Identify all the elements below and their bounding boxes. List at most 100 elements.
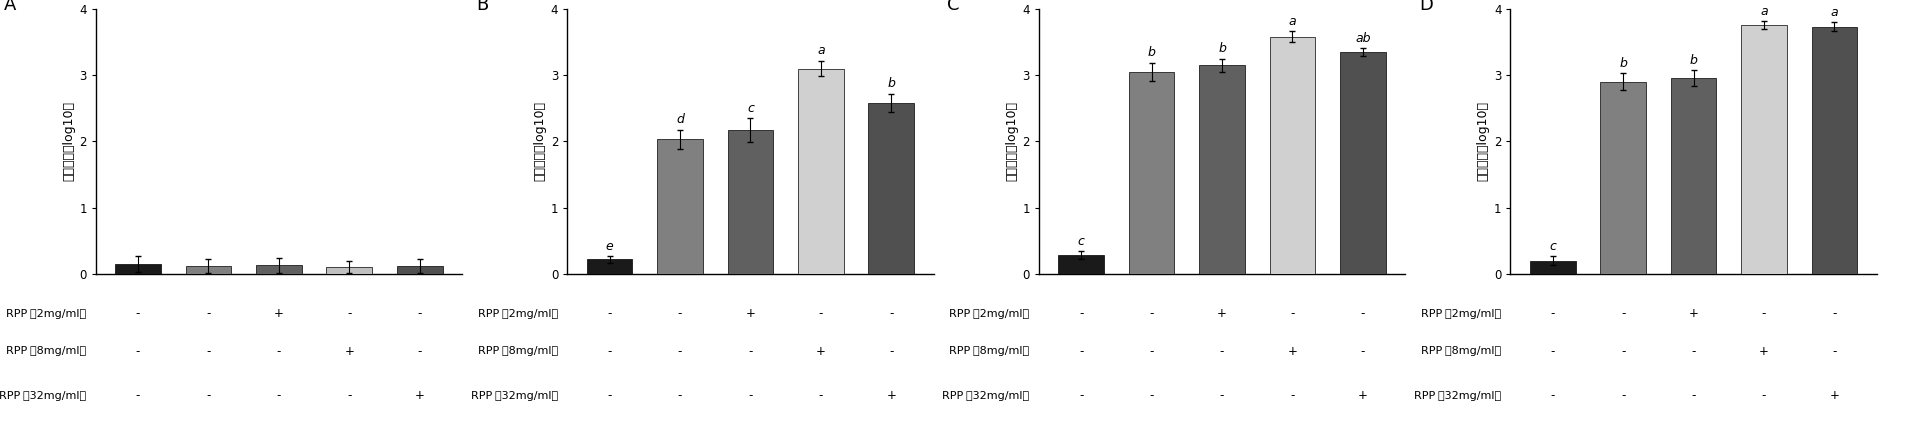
Text: -: -: [207, 307, 211, 320]
Bar: [1127, 72, 1173, 274]
Text: -: -: [1550, 307, 1554, 320]
Text: +: +: [345, 345, 354, 358]
Y-axis label: 抗体滴度（log10）: 抗体滴度（log10）: [61, 102, 75, 181]
Text: -: -: [1619, 389, 1625, 402]
Bar: [1811, 27, 1857, 274]
Text: -: -: [607, 345, 611, 358]
Text: RPP （8mg/ml）: RPP （8mg/ml）: [6, 347, 86, 356]
Text: -: -: [748, 345, 752, 358]
Text: -: -: [1148, 307, 1152, 320]
Text: d: d: [676, 113, 683, 126]
Bar: [1269, 37, 1315, 274]
Bar: [867, 103, 913, 274]
Bar: [1740, 26, 1786, 274]
Text: RPP （2mg/ml）: RPP （2mg/ml）: [6, 309, 86, 319]
Text: B: B: [475, 0, 488, 14]
Y-axis label: 抗体滴度（log10）: 抗体滴度（log10）: [534, 102, 545, 181]
Text: -: -: [136, 345, 140, 358]
Text: -: -: [1148, 389, 1152, 402]
Text: -: -: [207, 389, 211, 402]
Text: -: -: [1832, 307, 1836, 320]
Text: +: +: [886, 389, 896, 402]
Bar: [115, 264, 161, 274]
Text: -: -: [607, 389, 611, 402]
Text: +: +: [1759, 345, 1769, 358]
Text: RPP （32mg/ml）: RPP （32mg/ml）: [1413, 391, 1501, 400]
Bar: [1058, 255, 1104, 274]
Text: +: +: [1286, 345, 1296, 358]
Text: +: +: [1828, 389, 1839, 402]
Bar: [727, 130, 773, 274]
Text: -: -: [1361, 345, 1365, 358]
Text: +: +: [1217, 307, 1227, 320]
Text: RPP （32mg/ml）: RPP （32mg/ml）: [942, 391, 1030, 400]
Text: c: c: [1078, 235, 1083, 248]
Text: -: -: [1550, 345, 1554, 358]
Text: -: -: [346, 389, 352, 402]
Text: -: -: [1361, 307, 1365, 320]
Text: a: a: [817, 44, 825, 57]
Text: RPP （2mg/ml）: RPP （2mg/ml）: [477, 309, 557, 319]
Text: c: c: [1548, 240, 1556, 253]
Bar: [186, 266, 232, 274]
Text: +: +: [815, 345, 825, 358]
Text: +: +: [745, 307, 754, 320]
Text: -: -: [1690, 389, 1696, 402]
Bar: [1529, 261, 1575, 274]
Text: RPP （8mg/ml）: RPP （8mg/ml）: [477, 347, 557, 356]
Text: RPP （8mg/ml）: RPP （8mg/ml）: [1420, 347, 1501, 356]
Y-axis label: 抗体滴度（log10）: 抗体滴度（log10）: [1005, 102, 1018, 181]
Text: b: b: [1146, 46, 1154, 59]
Text: +: +: [274, 307, 283, 320]
Text: -: -: [819, 307, 823, 320]
Text: -: -: [1148, 345, 1152, 358]
Text: b: b: [1688, 54, 1696, 67]
Text: -: -: [678, 389, 681, 402]
Text: -: -: [1290, 389, 1294, 402]
Bar: [1340, 52, 1386, 274]
Bar: [1198, 65, 1244, 274]
Text: -: -: [346, 307, 352, 320]
Text: -: -: [888, 307, 894, 320]
Bar: [798, 69, 844, 274]
Bar: [1600, 82, 1646, 274]
Text: -: -: [1550, 389, 1554, 402]
Text: RPP （8mg/ml）: RPP （8mg/ml）: [949, 347, 1030, 356]
Text: c: c: [746, 102, 754, 115]
Text: -: -: [819, 389, 823, 402]
Text: RPP （2mg/ml）: RPP （2mg/ml）: [949, 309, 1030, 319]
Text: -: -: [1219, 345, 1223, 358]
Text: -: -: [607, 307, 611, 320]
Text: RPP （32mg/ml）: RPP （32mg/ml）: [0, 391, 86, 400]
Bar: [1669, 79, 1715, 274]
Text: A: A: [4, 0, 17, 14]
Text: -: -: [136, 307, 140, 320]
Text: +: +: [415, 389, 425, 402]
Text: -: -: [1690, 345, 1696, 358]
Text: -: -: [1078, 345, 1083, 358]
Text: e: e: [605, 240, 612, 253]
Text: -: -: [1619, 307, 1625, 320]
Text: a: a: [1759, 5, 1767, 18]
Y-axis label: 抗体滴度（log10）: 抗体滴度（log10）: [1476, 102, 1489, 181]
Text: a: a: [1288, 15, 1296, 28]
Text: ab: ab: [1355, 32, 1370, 45]
Text: -: -: [1619, 345, 1625, 358]
Text: -: -: [748, 389, 752, 402]
Text: -: -: [1219, 389, 1223, 402]
Text: -: -: [1290, 307, 1294, 320]
Text: -: -: [207, 345, 211, 358]
Bar: [586, 259, 632, 274]
Text: -: -: [1761, 389, 1765, 402]
Text: -: -: [276, 389, 281, 402]
Text: +: +: [1688, 307, 1698, 320]
Text: a: a: [1830, 6, 1837, 19]
Text: D: D: [1418, 0, 1432, 14]
Text: -: -: [678, 345, 681, 358]
Text: -: -: [136, 389, 140, 402]
Text: -: -: [1078, 389, 1083, 402]
Text: -: -: [1078, 307, 1083, 320]
Text: -: -: [1832, 345, 1836, 358]
Text: b: b: [886, 77, 894, 90]
Text: -: -: [678, 307, 681, 320]
